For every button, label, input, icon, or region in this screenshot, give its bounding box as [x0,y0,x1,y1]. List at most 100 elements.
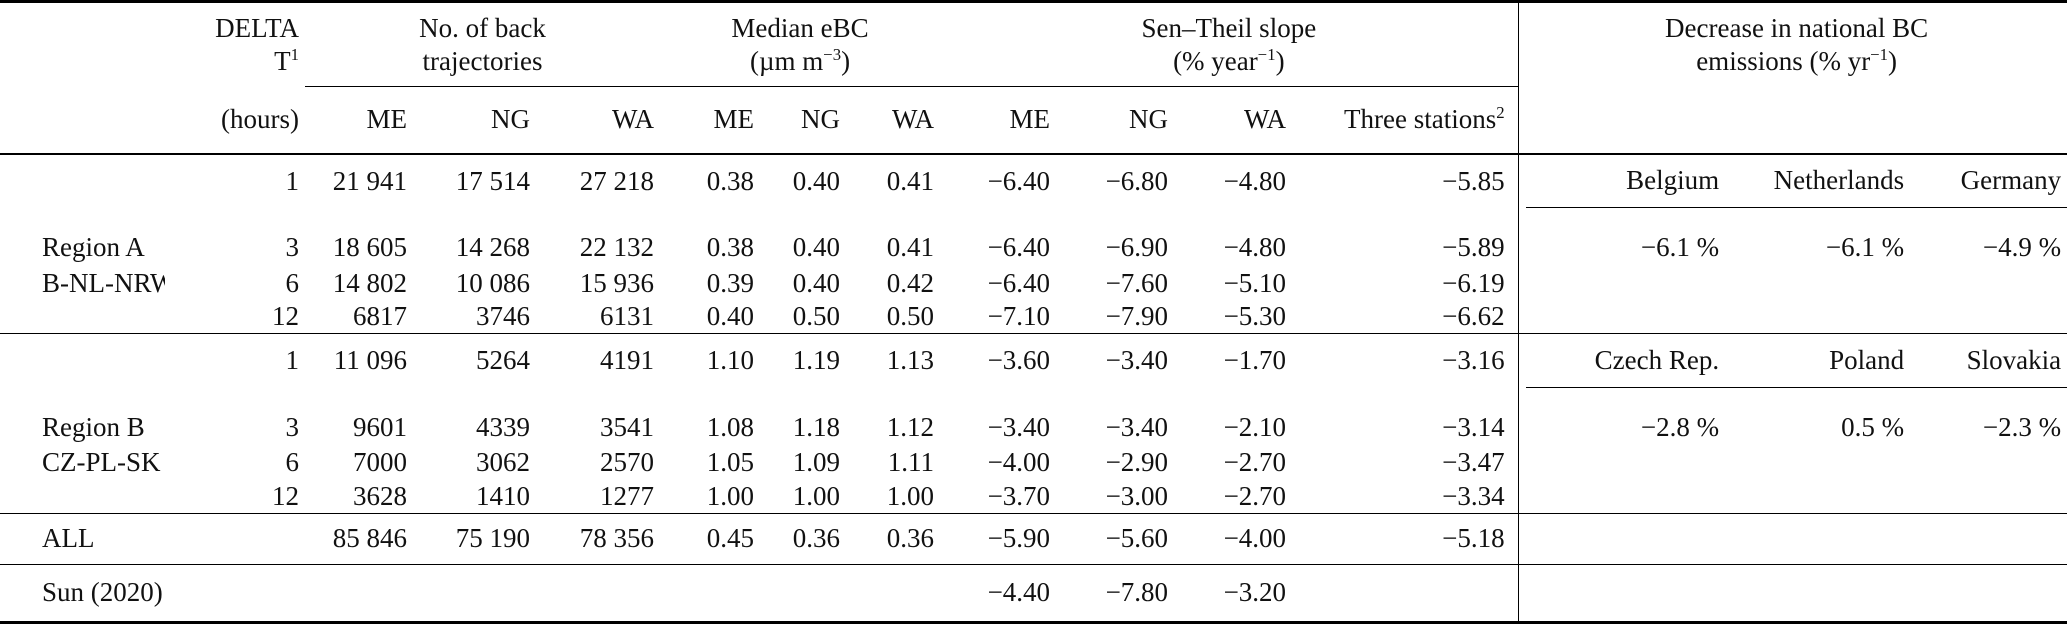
value-cell: 0.36 [792,523,841,554]
country-value: −2.3 % [1982,411,2062,442]
delta-cell: 3 [285,232,300,262]
vertical-divider [1517,229,1527,266]
row-label: B-NL-NRW [42,267,165,298]
col-header-me: ME [713,104,755,135]
col-header-ng: NG [491,104,530,135]
row-label: Region B [42,411,145,442]
value-cell: 0.41 [886,232,935,262]
vertical-divider [1517,409,1527,445]
value-cell: −3.70 [987,480,1051,511]
blank-cell [1526,445,2067,480]
value-cell: −4.00 [987,447,1051,477]
group-header-row: DELTA T1 No. of back trajectories Median… [0,1,2067,87]
table-row: Region B 3 9601 4339 3541 1.08 1.18 1.12… [0,409,2067,445]
value-cell: 10 086 [455,267,530,298]
table-row: 1 21 941 17 514 27 218 0.38 0.40 0.41 −6… [0,154,2067,208]
corner-blank [0,2,165,87]
value-cell: 3628 [353,480,407,511]
value-cell: −5.89 [1442,232,1505,262]
value-cell: 85 846 [332,523,407,554]
table-row: B-NL-NRW 6 14 802 10 086 15 936 0.39 0.4… [0,265,2067,301]
country-header: Netherlands [1725,154,1911,208]
delta-cell: 1 [285,345,300,375]
value-cell: −6.90 [1105,232,1169,262]
value-cell: 3062 [476,447,530,477]
value-cell: −2.90 [1105,447,1169,477]
horizontal-rule [0,564,2067,565]
country-header: Poland [1725,334,1911,388]
group-header-trajectories: No. of back trajectories [305,1,661,87]
value-cell: 0.38 [706,165,755,196]
blank-cell [165,565,940,622]
vertical-divider [1517,480,1527,513]
vertical-divider [1517,387,1527,409]
vertical-divider [1517,334,1527,387]
blank-cell [1292,565,1518,622]
value-cell: −6.40 [987,267,1051,298]
value-cell: −3.20 [1223,577,1287,608]
value-cell: −2.70 [1223,447,1287,477]
value-cell: 0.50 [886,301,935,332]
vertical-divider [1517,265,1527,301]
vertical-divider [1517,445,1527,480]
row-label [0,155,165,208]
value-cell: 75 190 [455,523,530,554]
value-cell: 22 132 [579,232,655,262]
value-cell: 1277 [600,480,655,511]
value-cell: −3.40 [1105,345,1169,375]
value-cell: 14 268 [455,232,530,262]
value-cell: 1.00 [706,480,755,511]
vertical-divider [1517,565,1527,622]
col-header-me: ME [1009,104,1051,135]
value-cell: 3746 [476,301,530,332]
value-cell: 27 218 [579,165,655,196]
value-cell: 1.08 [706,411,755,442]
value-cell: −6.80 [1105,165,1169,196]
col-header-three-stations: Three stations2 [1344,103,1505,135]
value-cell: 5264 [476,345,530,375]
row-label: CZ-PL-SK [42,447,161,477]
value-cell: 18 605 [332,232,407,262]
blank-cell [1526,87,2067,154]
value-cell: −3.40 [1105,411,1169,442]
country-header: Belgium [1526,154,1726,208]
table-row: Sun (2020) −4.40 −7.80 −3.20 [0,565,2067,622]
vertical-divider [1517,86,1527,154]
value-cell: 1.09 [792,447,841,477]
table-row: 1 11 096 5264 4191 1.10 1.19 1.13 −3.60 … [0,334,2067,388]
delta-cell: 12 [272,480,299,511]
delta-t-header: DELTA T1 [165,2,305,87]
country-value: −2.8 % [1640,411,1720,442]
value-cell: 15 936 [579,267,655,298]
value-cell: 0.38 [706,232,755,262]
blank-cell [1526,301,2067,334]
value-cell: 1.19 [792,345,841,375]
value-cell: −7.10 [987,301,1051,332]
value-cell: 0.41 [886,165,935,196]
value-cell: −5.10 [1223,267,1287,298]
value-cell: 78 356 [579,523,655,554]
row-label: ALL [42,523,95,554]
value-cell: 14 802 [332,267,407,298]
footnote-marker-2: 2 [1496,103,1505,123]
value-cell: 0.40 [792,267,841,298]
vertical-divider [1517,300,1527,334]
blank-cell [1526,266,2067,301]
value-cell: 0.42 [886,267,935,298]
value-cell: 0.40 [792,165,841,196]
table-row: 12 6817 3746 6131 0.40 0.50 0.50 −7.10 −… [0,300,2067,334]
value-cell: −4.80 [1223,232,1287,262]
col-header-wa: WA [892,104,935,135]
country-value: −4.9 % [1982,232,2062,262]
col-header-ng: NG [801,104,841,135]
value-cell: −7.60 [1105,267,1169,298]
table-row: Region A 3 18 605 14 268 22 132 0.38 0.4… [0,229,2067,266]
value-cell: −3.60 [987,345,1051,375]
value-cell: −4.40 [987,577,1051,608]
value-cell: −6.19 [1442,267,1505,298]
vertical-divider [1517,207,1527,230]
horizontal-rule [0,333,2067,334]
value-cell: −5.18 [1442,523,1505,554]
value-cell: −6.62 [1442,301,1505,332]
